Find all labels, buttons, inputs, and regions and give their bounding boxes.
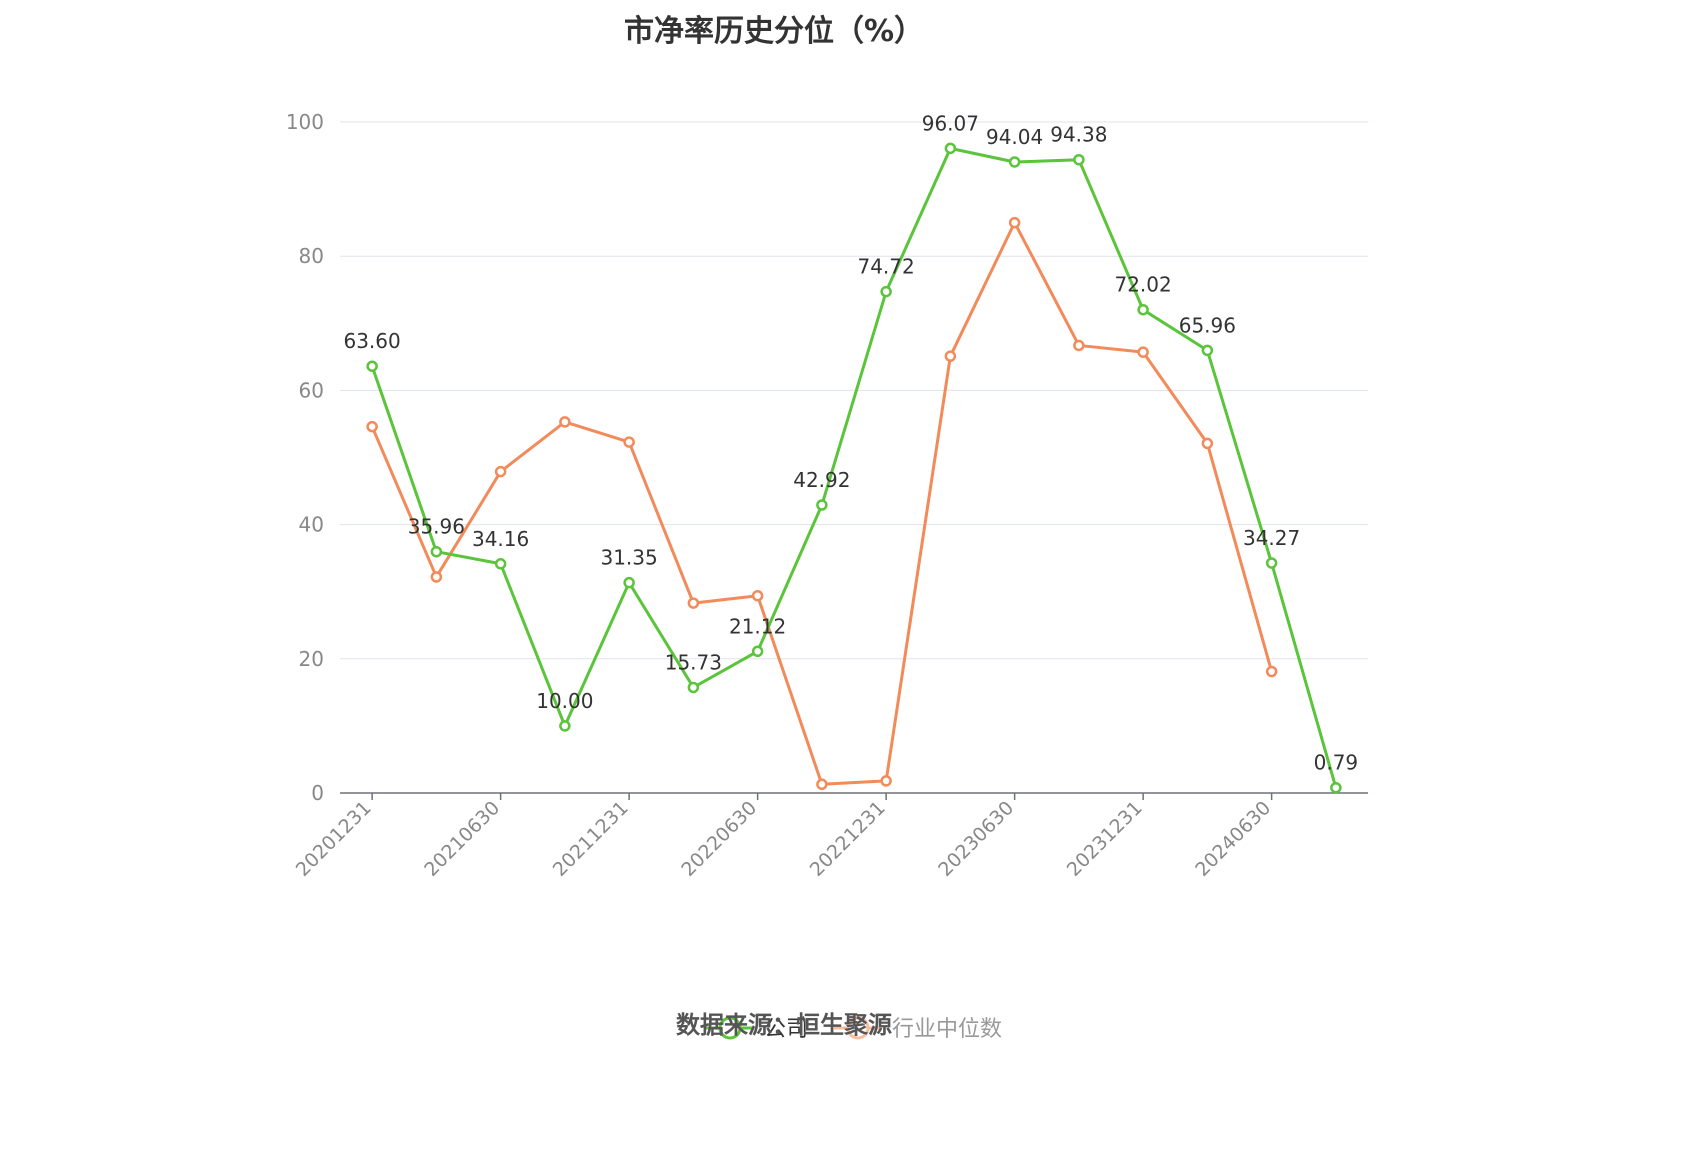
- series-layer: [366, 142, 1342, 794]
- y-tick-label: 40: [299, 513, 324, 537]
- data-point: [1073, 339, 1085, 352]
- data-point: [366, 360, 378, 372]
- data-label: 35.96: [408, 515, 465, 539]
- x-tick-label: 20210630: [420, 797, 504, 881]
- data-point: [944, 350, 957, 362]
- series-line: [370, 146, 1338, 789]
- grid-layer: [340, 121, 1368, 660]
- x-tick-label: 20201231: [292, 797, 376, 881]
- data-point: [944, 142, 957, 155]
- data-point: [559, 416, 571, 428]
- y-tick-label: 60: [299, 378, 324, 402]
- data-label: 65.96: [1179, 313, 1236, 337]
- x-tick-label: 20220630: [677, 797, 761, 881]
- data-label: 63.60: [343, 329, 400, 353]
- data-point: [559, 720, 571, 732]
- data-label: 96.07: [922, 111, 979, 135]
- data-label: 31.35: [600, 546, 657, 570]
- legend: 公司 行业中位数: [706, 1016, 1002, 1042]
- x-tick-label: 20240630: [1191, 797, 1275, 881]
- data-point: [687, 681, 700, 694]
- data-point: [751, 645, 764, 658]
- data-label: 42.92: [793, 468, 850, 492]
- data-label: 15.73: [665, 650, 722, 674]
- data-label: 34.27: [1243, 526, 1300, 550]
- legend-label: 公司: [764, 1017, 808, 1042]
- legend-label: 行业中位数: [892, 1017, 1002, 1042]
- data-label: 74.72: [857, 255, 914, 279]
- source-note: 数据来源：恒生聚源: [676, 1011, 892, 1039]
- data-label: 21.12: [729, 614, 786, 638]
- data-label: 10.00: [536, 689, 593, 713]
- data-point: [816, 778, 828, 791]
- x-tick-label: 20231231: [1063, 797, 1147, 881]
- data-point: [1137, 303, 1149, 316]
- data-point: [687, 597, 700, 609]
- data-point: [430, 571, 443, 583]
- data-point: [1265, 557, 1278, 569]
- data-label: 72.02: [1114, 273, 1171, 297]
- y-tick-label: 80: [299, 244, 324, 268]
- data-point: [1201, 437, 1214, 450]
- data-point: [1330, 781, 1342, 794]
- label-layer: 63.60 35.96 34.16 10.00 31.35 15.73 21.12 42.92…: [343, 111, 1358, 774]
- data-point: [1137, 346, 1149, 358]
- data-point: [1008, 156, 1021, 168]
- data-label: 0.79: [1314, 751, 1359, 775]
- axis-layer: 0 20 40 60 80 100 20201231 20210630 20211231 2022…: [286, 110, 1368, 881]
- data-point: [816, 499, 828, 511]
- data-point: [1073, 153, 1085, 166]
- y-tick-label: 20: [299, 647, 324, 671]
- data-point: [880, 285, 892, 298]
- chart-title: 市净率历史分位（%）: [623, 14, 925, 49]
- x-tick-label: 20211231: [549, 797, 633, 881]
- data-point: [623, 576, 635, 589]
- data-point: [623, 436, 635, 448]
- legend-marker: [846, 1016, 870, 1040]
- y-tick-label: 0: [311, 781, 324, 805]
- y-tick-label: 100: [286, 110, 324, 134]
- data-point: [880, 775, 892, 787]
- data-point: [1265, 665, 1278, 678]
- data-point: [751, 589, 764, 602]
- data-point: [1008, 216, 1021, 229]
- data-label: 94.38: [1050, 123, 1107, 147]
- data-label: 34.16: [472, 527, 529, 551]
- data-point: [494, 465, 507, 478]
- data-label: 94.04: [986, 125, 1043, 149]
- data-point: [430, 545, 443, 558]
- data-point: [366, 420, 378, 433]
- legend-marker: [718, 1016, 742, 1040]
- x-tick-label: 20230630: [934, 797, 1018, 881]
- data-point: [494, 558, 507, 570]
- x-tick-label: 20221231: [806, 797, 890, 881]
- data-point: [1201, 344, 1214, 357]
